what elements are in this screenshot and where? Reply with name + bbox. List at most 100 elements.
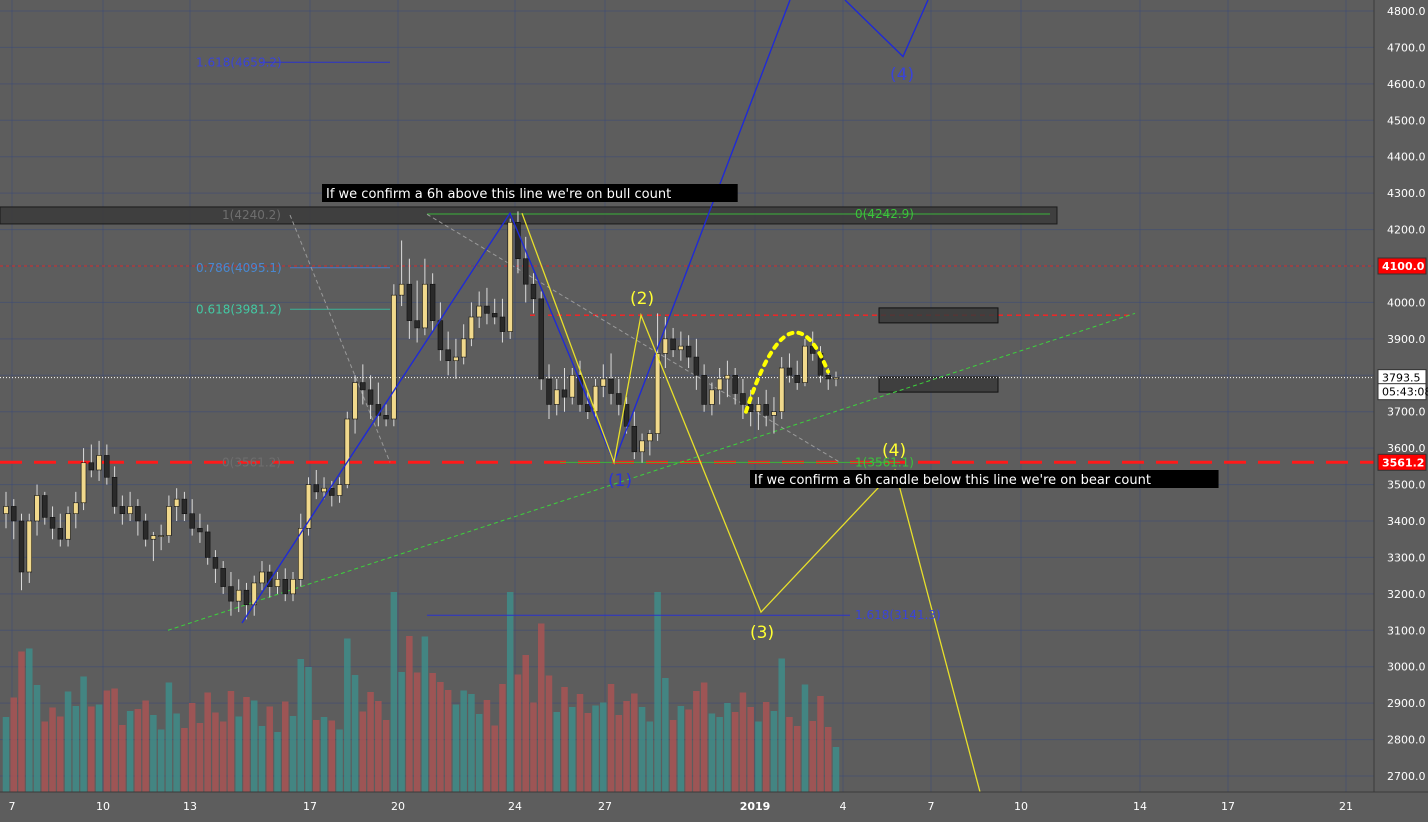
volume-bar <box>243 697 250 792</box>
volume-bar <box>142 700 149 792</box>
price-badge-label: 4100.0 <box>1382 260 1425 273</box>
fib-label: 1(4240.2) <box>222 208 281 222</box>
price-tick-label: 2700.0 <box>1387 770 1426 783</box>
fib-diagonal-left <box>289 214 391 463</box>
candle-body <box>825 374 831 380</box>
zone-box-lower <box>878 376 999 393</box>
candle-body <box>678 345 684 351</box>
fib-label: 0(3561.2) <box>222 455 281 469</box>
grid <box>0 0 1374 792</box>
candle-body <box>259 571 265 584</box>
candle-body <box>585 404 591 413</box>
candle-body <box>158 535 164 537</box>
candle-body <box>662 338 669 354</box>
volume-bar <box>80 676 87 792</box>
time-tick-label: 7 <box>9 800 16 813</box>
candle-body <box>290 578 296 595</box>
volume-bar <box>669 720 677 792</box>
horizontal-levels <box>0 61 1374 616</box>
volume-bar <box>514 674 522 792</box>
volume-bar <box>157 729 165 792</box>
candle-body <box>654 353 661 434</box>
volume-bar <box>274 732 281 792</box>
volume-bar <box>150 715 157 792</box>
candle-body <box>507 221 513 332</box>
price-tick-label: 4800.0 <box>1387 5 1426 18</box>
price-badge <box>1377 453 1427 471</box>
volume-bar <box>204 692 211 792</box>
candle-body <box>142 520 149 540</box>
time-tick-label: 17 <box>303 800 317 813</box>
volume-bar <box>755 721 762 792</box>
candle-body <box>755 404 762 413</box>
volume-bar <box>406 636 413 792</box>
candle-body <box>321 487 327 493</box>
candle-body <box>631 425 638 453</box>
candle-body <box>422 283 428 329</box>
candle-body <box>243 589 250 606</box>
candle-body <box>329 487 335 496</box>
price-tick-label: 4700.0 <box>1387 41 1426 54</box>
candle-body <box>236 589 242 602</box>
price-badge-label: 3561.2 <box>1382 456 1424 469</box>
volume-bar <box>235 716 242 792</box>
price-tick-label: 4500.0 <box>1387 114 1426 127</box>
candle-body <box>150 535 157 540</box>
candle-body <box>282 578 288 595</box>
volume-bar <box>421 636 429 792</box>
time-tick-label: 27 <box>598 800 612 813</box>
volume-bar <box>398 672 405 792</box>
price-tick-label: 3900.0 <box>1387 333 1426 346</box>
volume-bar <box>212 712 219 792</box>
wave-label: (4) <box>890 65 914 85</box>
volume-bar <box>328 720 336 792</box>
candle-body <box>11 506 17 522</box>
candle-body <box>445 349 451 362</box>
candle-body <box>623 404 630 427</box>
annotation-labels: If we confirm a 6h above this line we're… <box>196 55 1219 643</box>
candle-body <box>88 462 95 471</box>
candle-body <box>398 283 405 296</box>
volume-bar <box>18 651 25 792</box>
candle-body <box>771 411 777 416</box>
volume-bar <box>506 592 514 792</box>
time-tick-label: 7 <box>928 800 935 813</box>
candle-body <box>367 389 374 405</box>
bull-count-path-upper <box>844 0 929 58</box>
time-tick-label: 10 <box>1014 800 1028 813</box>
candle-body <box>414 320 420 329</box>
candle-body <box>577 374 583 405</box>
volume-bar <box>320 717 328 792</box>
candle-body <box>778 367 785 413</box>
volume-bar <box>623 701 630 792</box>
bull-count-note-bg <box>322 184 738 202</box>
price-tick-label: 4200.0 <box>1387 224 1426 237</box>
volume-bar <box>770 711 778 792</box>
volume-bar <box>762 702 770 792</box>
volume-bar <box>413 672 421 792</box>
volume-bar <box>351 675 359 792</box>
volume-bar <box>631 693 638 792</box>
volume-bar <box>537 623 545 792</box>
volume-bar <box>64 691 72 792</box>
candle-body <box>305 484 312 529</box>
candle-body <box>530 283 537 300</box>
wave-paths <box>241 0 981 793</box>
volume-bar <box>313 720 320 792</box>
candle-body <box>360 382 366 391</box>
candle-body <box>608 378 614 394</box>
volume-bar <box>219 721 227 792</box>
volume-bar <box>336 729 343 792</box>
volume-bar <box>367 692 374 792</box>
volume-bar <box>747 707 754 792</box>
volume-bar <box>126 711 134 792</box>
candle-body <box>181 498 188 515</box>
candle-body <box>670 338 676 351</box>
volume-bar <box>708 713 716 792</box>
candle-body <box>406 283 413 321</box>
candle-body <box>220 568 226 587</box>
volume-bar <box>49 707 56 792</box>
